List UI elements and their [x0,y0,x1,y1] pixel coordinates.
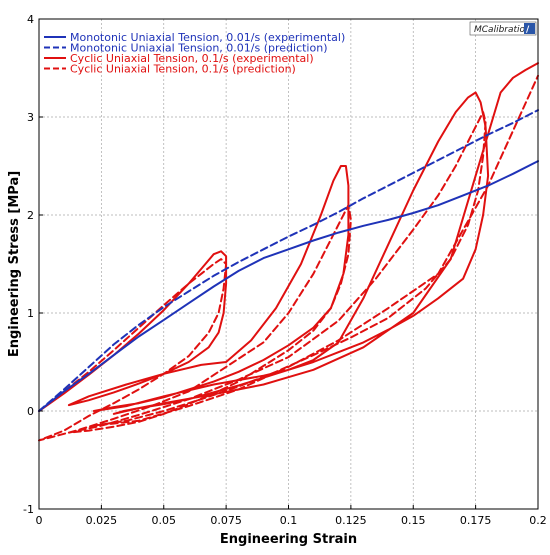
x-tick-label: 0.175 [460,514,492,527]
x-tick-label: 0.025 [86,514,118,527]
watermark-box [469,21,537,36]
data-series [38,62,539,442]
x-tick-label: 0.1 [280,514,298,527]
legend-label-1: Monotonic Uniaxial Tension, 0.01/s (expe… [70,31,345,44]
x-tick-label: 0.125 [335,514,367,527]
series-line-3 [38,62,539,415]
watermark-logo: MCalibration / [469,21,537,36]
legend: Monotonic Uniaxial Tension, 0.01/s (expe… [44,31,345,76]
y-tick-label: -1 [23,503,34,516]
watermark-mark-glyph-icon: / [526,25,530,35]
series-line-2 [38,109,539,412]
axis-ticks: 0 0.025 0.05 0.075 0.1 0.125 0.15 0.175 0.2-1012… [23,13,547,527]
series-line-1 [38,160,539,412]
y-axis-title: Engineering Stress [MPa] [7,171,22,357]
y-tick-label: 4 [27,13,34,26]
legend-label-4: Cyclic Uniaxial Tension, 0.1/s (predicti… [70,63,296,76]
x-axis-title: Engineering Strain [220,532,357,547]
watermark-text: MCalibration [474,25,531,35]
x-tick-label: 0.2 [529,514,547,527]
y-tick-label: 0 [27,405,34,418]
series-line-4 [38,74,539,442]
watermark-mark-icon [524,23,535,34]
x-tick-label: 0 [36,514,43,527]
x-tick-label: 0.05 [152,514,177,527]
grid-lines [39,19,538,509]
y-tick-label: 2 [27,209,34,222]
x-tick-label: 0.15 [401,514,426,527]
legend-label-3: Cyclic Uniaxial Tension, 0.1/s (experime… [70,52,314,65]
x-tick-label: 0.075 [210,514,242,527]
legend-label-2: Monotonic Uniaxial Tension, 0.01/s (pred… [70,42,328,55]
y-tick-label: 3 [27,111,34,124]
y-tick-label: 1 [27,307,34,320]
